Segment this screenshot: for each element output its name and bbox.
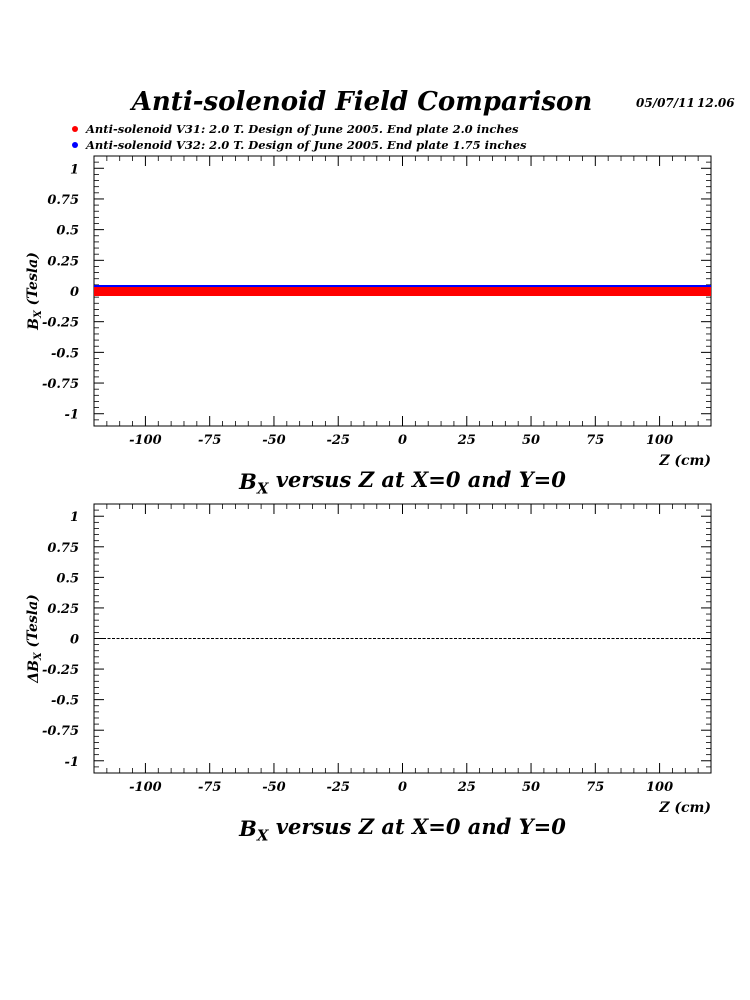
y-tick-label: -0.75 — [42, 377, 79, 392]
y-tick-label: 0.75 — [47, 193, 79, 208]
bx-plot: -100 -75 -50 -25 0 25 50 75 100 1 0.75 0.5 0.25 0 -0.2… — [25, 155, 712, 498]
y-tick-label: -0.75 — [42, 724, 79, 739]
x-tick-label: 75 — [586, 780, 604, 795]
y-tick-label: 0 — [70, 633, 79, 648]
delta-bx-plot: -100 -75 -50 -25 0 25 50 75 100 1 0.75 0.5 0.25 0 -0.2… — [25, 503, 712, 845]
y-tick-label: 0.25 — [47, 254, 79, 269]
x-tick-label: 25 — [457, 433, 476, 448]
x-tick-label: 50 — [522, 780, 540, 795]
x-tick-label: -50 — [262, 780, 286, 795]
y-axis-label: BX (Tesla) — [25, 252, 44, 331]
x-tick-label: -25 — [326, 780, 350, 795]
legend-label-v32: Anti-solenoid V32: 2.0 T. Design of June… — [85, 138, 527, 152]
x-axis-label: Z (cm) — [658, 453, 711, 469]
plot-caption: BX versus Z at X=0 and Y=0 — [238, 467, 566, 497]
x-tick-label: 100 — [646, 780, 673, 795]
x-axis-label: Z (cm) — [658, 800, 711, 816]
legend-marker-v32 — [72, 142, 78, 148]
y-tick-label: 0 — [70, 285, 79, 300]
y-tick-label: -0.25 — [42, 316, 79, 331]
y-tick-label: -0.5 — [51, 346, 79, 361]
x-tick-label: 25 — [457, 780, 476, 795]
y-tick-label: -0.5 — [51, 694, 79, 709]
x-tick-label: 75 — [586, 433, 604, 448]
x-tick-label: 0 — [398, 780, 407, 795]
x-tick-label: -75 — [198, 780, 222, 795]
x-tick-label: -50 — [262, 433, 286, 448]
y-tick-label: 1 — [70, 162, 79, 177]
y-tick-label: 0.25 — [47, 602, 79, 617]
x-tick-label: 100 — [646, 433, 673, 448]
legend-label-v31: Anti-solenoid V31: 2.0 T. Design of June… — [85, 122, 519, 136]
x-tick-label: -75 — [198, 433, 222, 448]
x-tick-label: 50 — [522, 433, 540, 448]
x-tick-label: -100 — [129, 780, 162, 795]
y-tick-label: -1 — [65, 755, 79, 770]
y-tick-label: 0.75 — [47, 541, 79, 556]
y-tick-label: 0.5 — [56, 224, 79, 239]
y-axis-label: ΔBX (Tesla) — [25, 594, 44, 684]
x-tick-label: 0 — [398, 433, 407, 448]
legend-marker-v31 — [72, 126, 78, 132]
plot-caption: BX versus Z at X=0 and Y=0 — [238, 814, 566, 844]
page-title: Anti-solenoid Field Comparison — [129, 87, 593, 117]
date-stamp: 05/07/11 — [636, 96, 695, 110]
y-tick-label: 1 — [70, 510, 79, 525]
time-stamp: 12.06 — [697, 96, 735, 110]
x-tick-label: -100 — [129, 433, 162, 448]
y-tick-label: -0.25 — [42, 663, 79, 678]
y-tick-label: 0.5 — [56, 571, 79, 586]
y-tick-label: -1 — [65, 408, 79, 423]
x-tick-label: -25 — [326, 433, 350, 448]
